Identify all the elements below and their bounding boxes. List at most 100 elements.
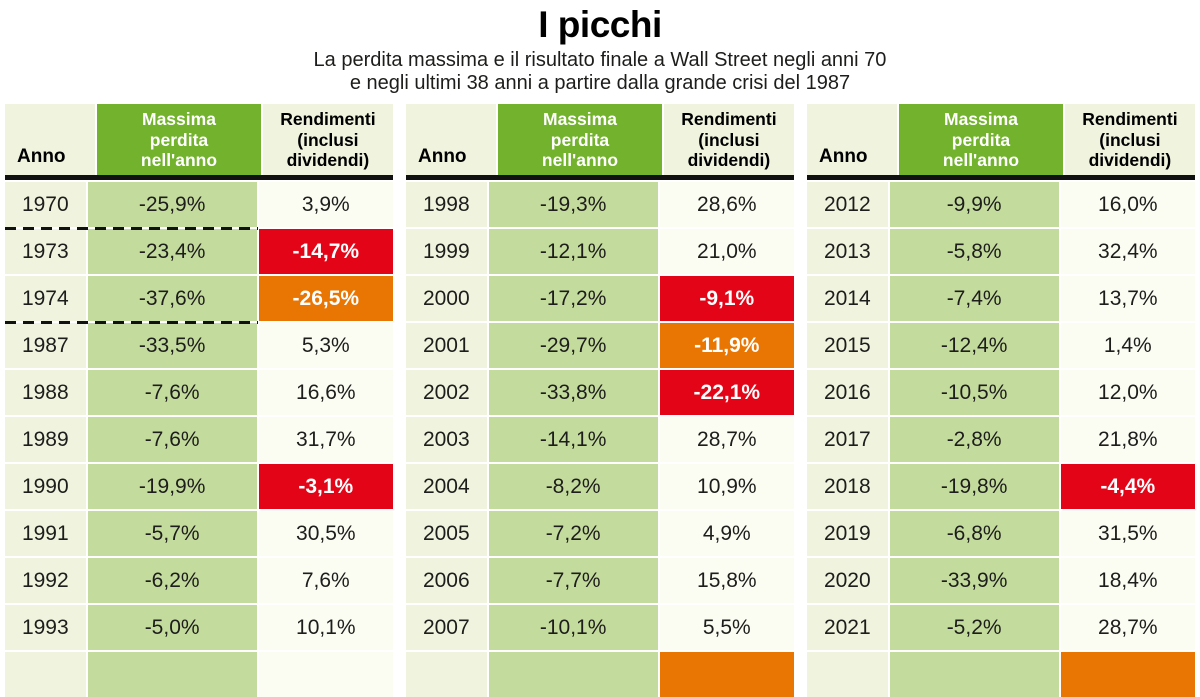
table-row: 1970 -25,9% 3,9% — [5, 182, 393, 228]
year-cell: 2018 — [807, 464, 888, 510]
table-row: 2014 -7,4% 13,7% — [807, 276, 1195, 322]
year-cell: 2005 — [406, 511, 487, 557]
max-loss-cell: -14,1% — [488, 417, 658, 463]
max-loss-cell: -19,9% — [87, 464, 257, 510]
table-row: 2003 -14,1% 28,7% — [406, 417, 794, 463]
return-cell: 16,0% — [1060, 182, 1195, 228]
table-row: 1991 -5,7% 30,5% — [5, 511, 393, 557]
return-cell: 18,4% — [1060, 558, 1195, 604]
table-header-row: Anno Massima perdita nell'anno Rendiment… — [406, 104, 795, 176]
return-cell: 21,8% — [1060, 417, 1195, 463]
year-cell: 1973 — [5, 229, 86, 275]
header-divider — [406, 175, 794, 181]
return-cell: 5,5% — [659, 605, 794, 651]
year-cell: 1998 — [406, 182, 487, 228]
table-row: 1973 -23,4% -14,7% — [5, 226, 393, 275]
table-row: 1993 -5,0% 10,1% — [5, 605, 393, 651]
year-cell: 2021 — [807, 605, 888, 651]
column-header-returns: Rendimenti (inclusi dividendi) — [1064, 104, 1196, 176]
year-cell: 2003 — [406, 417, 487, 463]
return-cell: 15,8% — [659, 558, 794, 604]
max-loss-cell: -33,9% — [889, 558, 1059, 604]
max-loss-cell: -25,9% — [87, 182, 257, 228]
return-cell: 30,5% — [258, 511, 393, 557]
max-loss-cell: -19,3% — [488, 182, 658, 228]
max-loss-cell: -8,2% — [488, 464, 658, 510]
return-cell: -26,5% — [258, 276, 393, 322]
header-divider — [807, 175, 1195, 181]
column-header-max-loss: Massima perdita nell'anno — [97, 104, 261, 176]
year-cell: 1970 — [5, 182, 86, 228]
year-cell: 2017 — [807, 417, 888, 463]
year-cell: 1993 — [5, 605, 86, 651]
header: I picchi La perdita massima e il risulta… — [0, 0, 1200, 94]
return-cell: -11,9% — [659, 323, 794, 369]
return-cell: 3,9% — [258, 182, 393, 228]
max-loss-cell: -19,8% — [889, 464, 1059, 510]
table-row: 2002 -33,8% -22,1% — [406, 370, 794, 416]
table-row: 1974 -37,6% -26,5% — [5, 276, 393, 324]
return-cell: 31,5% — [1060, 511, 1195, 557]
column-header-anno: Anno — [5, 104, 96, 176]
table-row: 2012 -9,9% 16,0% — [807, 182, 1195, 228]
max-loss-cell: -33,5% — [87, 323, 257, 369]
table-row: 1992 -6,2% 7,6% — [5, 558, 393, 604]
column-header-returns: Rendimenti (inclusi dividendi) — [663, 104, 795, 176]
table-body: 1970 -25,9% 3,9% 1973 -23,4% -14,7% 1974 -37,6%… — [5, 182, 393, 697]
max-loss-cell: -5,2% — [889, 605, 1059, 651]
max-loss-cell: -7,4% — [889, 276, 1059, 322]
subtitle-line-2: e negli ultimi 38 anni a partire dalla g… — [349, 71, 851, 94]
return-cell: 5,3% — [258, 323, 393, 369]
table-row: 2015 -12,4% 1,4% — [807, 323, 1195, 369]
table-header-row: Anno Massima perdita nell'anno Rendiment… — [5, 104, 394, 176]
table-row: 2021 -5,2% 28,7% — [807, 605, 1195, 651]
return-cell: 32,4% — [1060, 229, 1195, 275]
max-loss-cell: -10,1% — [488, 605, 658, 651]
return-cell: 28,7% — [1060, 605, 1195, 651]
return-cell: 28,7% — [659, 417, 794, 463]
max-loss-cell: -23,4% — [87, 229, 257, 275]
year-cell: 2006 — [406, 558, 487, 604]
year-cell: 2015 — [807, 323, 888, 369]
return-cell: -22,1% — [659, 370, 794, 416]
page-title: I picchi — [538, 4, 662, 45]
table-row: 2013 -5,8% 32,4% — [807, 229, 1195, 275]
column-header-returns: Rendimenti (inclusi dividendi) — [262, 104, 394, 176]
table-row: 2005 -7,2% 4,9% — [406, 511, 794, 557]
header-divider — [5, 175, 393, 181]
return-cell: 16,6% — [258, 370, 393, 416]
year-cell: 2014 — [807, 276, 888, 322]
max-loss-cell: -7,6% — [87, 417, 257, 463]
max-loss-cell: -6,8% — [889, 511, 1059, 557]
table-row: 2004 -8,2% 10,9% — [406, 464, 794, 510]
return-cell: 10,1% — [258, 605, 393, 651]
return-cell: 13,7% — [1060, 276, 1195, 322]
max-loss-cell: -5,8% — [889, 229, 1059, 275]
subtitle-line-1: La perdita massima e il risultato finale… — [313, 48, 887, 71]
table-body: 2012 -9,9% 16,0% 2013 -5,8% 32,4% 2014 -7,4% 13,… — [807, 182, 1195, 697]
return-cell: -9,1% — [659, 276, 794, 322]
max-loss-cell: -5,7% — [87, 511, 257, 557]
year-cell: 2016 — [807, 370, 888, 416]
table-row: 1989 -7,6% 31,7% — [5, 417, 393, 463]
max-loss-cell: -12,4% — [889, 323, 1059, 369]
table-row: 2006 -7,7% 15,8% — [406, 558, 794, 604]
table-2012-2021: Anno Massima perdita nell'anno Rendiment… — [807, 104, 1196, 697]
tables-container: Anno Massima perdita nell'anno Rendiment… — [0, 94, 1200, 697]
return-cell: 10,9% — [659, 464, 794, 510]
year-cell: 1974 — [5, 276, 86, 322]
year-cell: 1987 — [5, 323, 86, 369]
return-cell: 1,4% — [1060, 323, 1195, 369]
return-cell: 31,7% — [258, 417, 393, 463]
max-loss-cell: -6,2% — [87, 558, 257, 604]
table-1998-2007: Anno Massima perdita nell'anno Rendiment… — [406, 104, 795, 697]
column-header-max-loss: Massima perdita nell'anno — [899, 104, 1063, 176]
max-loss-cell: -33,8% — [488, 370, 658, 416]
table-row: 2017 -2,8% 21,8% — [807, 417, 1195, 463]
year-cell: 2007 — [406, 605, 487, 651]
year-cell: 1992 — [5, 558, 86, 604]
year-cell: 2001 — [406, 323, 487, 369]
table-row: 1987 -33,5% 5,3% — [5, 323, 393, 369]
table-row: 1998 -19,3% 28,6% — [406, 182, 794, 228]
